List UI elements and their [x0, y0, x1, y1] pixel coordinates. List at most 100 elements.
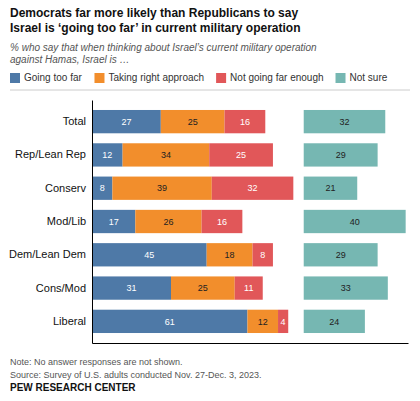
- legend-item: Not sure: [336, 72, 388, 83]
- data-label: 24: [329, 317, 339, 327]
- y-axis-line: [92, 101, 93, 344]
- bar-segment: [207, 243, 253, 266]
- data-label: 29: [336, 250, 346, 260]
- bar-segment: [171, 276, 235, 299]
- y-tick-label: Liberal: [53, 315, 86, 327]
- chart-root: Democrats far more likely than Republica…: [0, 0, 420, 401]
- title-line: Democrats far more likely than Republica…: [10, 6, 298, 20]
- bar-segment: [225, 110, 266, 133]
- bar-segment: [212, 177, 294, 200]
- annotation: Note: No answer responses are not shown.: [10, 357, 183, 367]
- bar-segment: [92, 210, 135, 233]
- y-axis: Total Rep/Lean Rep Conserv Mod/Lib Dem/Lean …: [9, 101, 93, 344]
- bar: [304, 276, 388, 299]
- data-label: 40: [350, 217, 360, 227]
- legend: Going too far Taking right approach Not go…: [10, 72, 388, 83]
- bar-segment: [209, 143, 273, 166]
- data-label: 25: [188, 117, 198, 127]
- legend-item: Taking right approach: [94, 72, 204, 83]
- data-label: 16: [217, 217, 227, 227]
- bar-segment: [247, 310, 278, 333]
- data-label: 17: [109, 217, 119, 227]
- y-tick: Total: [63, 115, 92, 127]
- bar-segment: [278, 310, 288, 333]
- y-tick: Mod/Lib: [47, 215, 92, 227]
- plot: 2712817453161253439261825121625321681143…: [9, 101, 409, 344]
- legend-label: Not going far enough: [230, 72, 323, 83]
- bars: [92, 110, 406, 333]
- bar-segment: [235, 276, 263, 299]
- data-label: 25: [236, 150, 246, 160]
- data-label: 8: [100, 183, 105, 193]
- data-label: 11: [244, 283, 253, 293]
- annotation: Source: Survey of U.S. adults conducted …: [10, 370, 261, 380]
- y-tick-label: Conserv: [45, 182, 86, 194]
- bar-segment: [92, 276, 171, 299]
- data-label: 16: [240, 117, 250, 127]
- y-tick: Rep/Lean Rep: [15, 148, 92, 160]
- data-label: 39: [157, 183, 167, 193]
- data-label: 34: [161, 150, 171, 160]
- legend-item: Not going far enough: [216, 72, 323, 83]
- x-axis-line: [93, 343, 409, 344]
- bar-segment: [253, 243, 273, 266]
- subtitle-line: against Hamas, Israel is …: [10, 54, 130, 65]
- data-label: 27: [121, 117, 131, 127]
- y-tick-label: Total: [63, 115, 86, 127]
- y-tick-label: Rep/Lean Rep: [15, 148, 86, 160]
- y-tick: Dem/Lean Dem: [9, 248, 92, 260]
- legend-label: Going too far: [24, 72, 82, 83]
- data-label: 45: [144, 250, 154, 260]
- data-label: 61: [165, 317, 175, 327]
- legend-swatch: [94, 73, 104, 83]
- bar: [304, 177, 358, 200]
- legend-swatch: [10, 73, 20, 83]
- y-tick-label: Dem/Lean Dem: [9, 248, 86, 260]
- data-label: 12: [102, 150, 112, 160]
- legend-swatch: [336, 73, 346, 83]
- separate-labels: 32 29 21 40 29 33 24: [325, 117, 359, 327]
- bar-segment: [112, 177, 211, 200]
- bar-segment: [92, 177, 112, 200]
- data-label: 25: [198, 283, 208, 293]
- y-tick-label: Cons/Mod: [36, 282, 86, 294]
- subtitle-line: % who say that when thinking about Israe…: [10, 42, 317, 53]
- divider: [10, 90, 410, 91]
- data-label: 32: [248, 183, 258, 193]
- data-label: 8: [260, 250, 265, 260]
- bar-segment: [161, 110, 225, 133]
- y-tick: Conserv: [45, 182, 92, 194]
- bar-segment: [202, 210, 243, 233]
- bar-segment: [123, 143, 210, 166]
- annotation: PEW RESEARCH CENTER: [10, 382, 136, 393]
- bar-segment: [92, 143, 123, 166]
- data-label: 32: [339, 117, 349, 127]
- separate-bars: [304, 110, 406, 333]
- legend-swatch: [216, 73, 226, 83]
- bar: [304, 310, 365, 333]
- data-label: 29: [336, 150, 346, 160]
- legend-item: Going too far: [10, 72, 82, 83]
- y-tick-label: Mod/Lib: [47, 215, 86, 227]
- bar-segment: [92, 310, 247, 333]
- data-label: 26: [163, 217, 173, 227]
- y-tick: Liberal: [53, 315, 92, 327]
- x-axis: [93, 343, 409, 344]
- data-label: 18: [225, 250, 235, 260]
- data-label: 12: [258, 317, 268, 327]
- bar: [304, 210, 406, 233]
- title: Democrats far more likely than Republica…: [10, 6, 301, 35]
- bar: [304, 143, 378, 166]
- bar: [304, 243, 378, 266]
- bar: [304, 110, 386, 133]
- data-label: 4: [281, 317, 286, 327]
- bar-segment: [92, 243, 207, 266]
- subtitle: % who say that when thinking about Israe…: [10, 42, 317, 65]
- y-tick: Cons/Mod: [36, 282, 92, 294]
- bar-segment: [92, 110, 161, 133]
- legend-label: Not sure: [350, 72, 388, 83]
- data-label: 33: [341, 283, 351, 293]
- data-label: 21: [325, 183, 335, 193]
- legend-label: Taking right approach: [108, 72, 204, 83]
- bar-segment: [135, 210, 201, 233]
